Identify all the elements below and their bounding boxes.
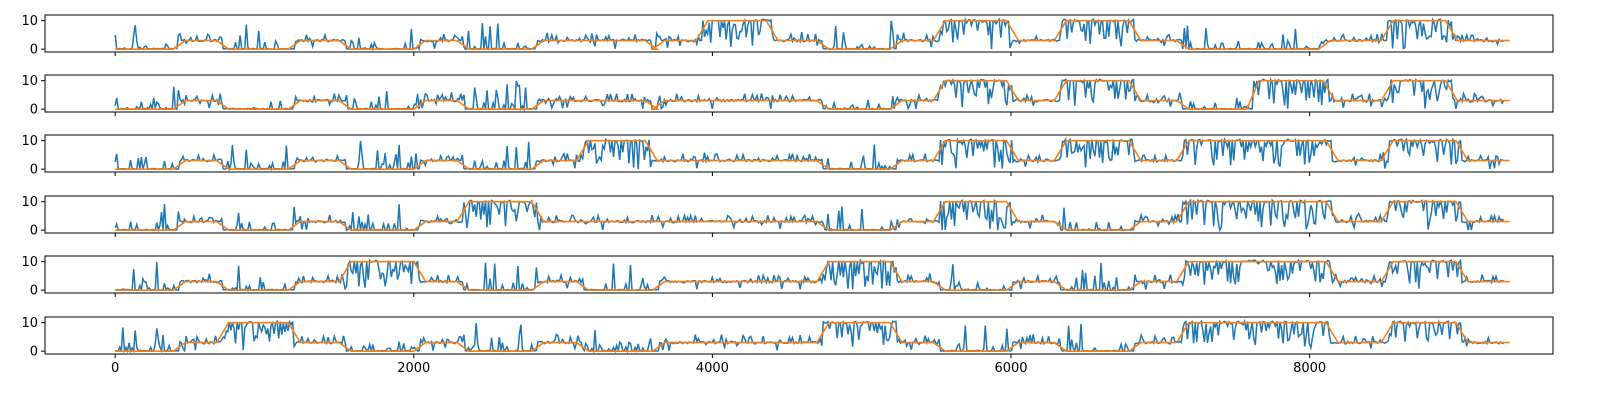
y-tick-label-3-0: 0 <box>30 163 38 178</box>
y-tick-label-6-10: 10 <box>21 316 38 331</box>
axes-frame-3 <box>44 134 1554 173</box>
subplot-3: 0 10 <box>21 134 1554 178</box>
axes-frame-6 <box>44 316 1554 355</box>
y-tick-label-5-10: 10 <box>21 255 38 270</box>
x-tick-label-4000: 4000 <box>696 361 729 376</box>
y-tick-label-2-0: 0 <box>30 103 38 118</box>
x-tick-label-6000: 6000 <box>994 361 1027 376</box>
axes-frame-1 <box>44 14 1554 53</box>
signal-line-4 <box>114 198 1505 233</box>
reference-line-1 <box>115 19 1510 50</box>
axes-frame-2 <box>44 74 1554 113</box>
subplot-1: 0 10 <box>21 14 1554 58</box>
reference-line-6 <box>115 321 1510 352</box>
reference-line-5 <box>115 260 1510 291</box>
y-tick-label-4-10: 10 <box>21 195 38 210</box>
signal-line-6 <box>115 318 1504 354</box>
x-tick-label-2000: 2000 <box>397 361 430 376</box>
y-tick-label-1-0: 0 <box>30 43 38 58</box>
y-tick-label-1-10: 10 <box>21 14 38 29</box>
reference-line-4 <box>115 200 1510 231</box>
signal-line-5 <box>115 257 1504 292</box>
signal-line-2 <box>114 76 1505 112</box>
signal-line-3 <box>114 136 1504 172</box>
y-tick-label-4-0: 0 <box>30 224 38 239</box>
subplot-5: 0 10 <box>21 255 1554 299</box>
subplot-4: 0 10 <box>21 195 1554 239</box>
y-tick-label-5-0: 0 <box>30 284 38 299</box>
axes-frame-5 <box>44 255 1554 294</box>
x-tick-label-0: 0 <box>111 361 119 376</box>
y-tick-label-6-0: 0 <box>30 345 38 360</box>
y-tick-label-3-10: 10 <box>21 134 38 149</box>
y-tick-label-2-10: 10 <box>21 74 38 89</box>
axes-frame-4 <box>44 195 1554 234</box>
subplot-2: 0 10 <box>21 74 1554 118</box>
reference-line-2 <box>115 79 1510 110</box>
subplot-6: 0 10 0 2000 4000 6000 8000 <box>21 316 1554 376</box>
x-tick-label-8000: 8000 <box>1293 361 1326 376</box>
signal-line-1 <box>114 16 1504 52</box>
reference-line-3 <box>115 139 1510 170</box>
